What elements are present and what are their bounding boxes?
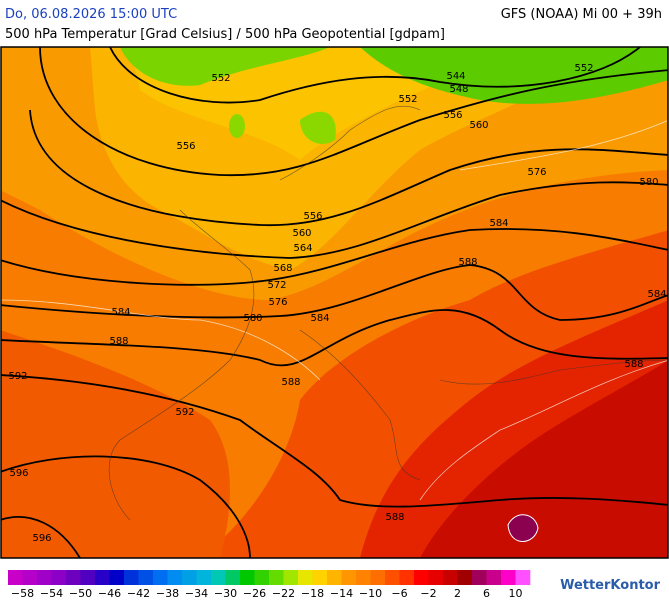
legend-label: 10 <box>509 587 523 600</box>
legend-label: −46 <box>98 587 121 600</box>
legend-label: −54 <box>40 587 63 600</box>
legend-swatch <box>80 570 96 585</box>
contour-label: 584 <box>489 218 508 229</box>
contour-label: 556 <box>176 141 195 152</box>
contour-label: 588 <box>458 257 477 268</box>
legend-swatch <box>269 570 284 585</box>
legend-swatch <box>443 570 458 585</box>
contour-label: 556 <box>303 211 322 222</box>
legend-label: −42 <box>127 587 150 600</box>
contour-label: 584 <box>310 313 329 324</box>
legend-swatch <box>225 570 241 585</box>
contour-label: 552 <box>398 94 417 105</box>
color-legend: −58 −54 −50 −46 −42 −38 −34 −30 −26 −22 −18 −14 −10−… <box>8 570 531 600</box>
contour-label: 596 <box>32 533 51 544</box>
model-run: GFS (NOAA) Mi 00 + 39h <box>501 7 662 22</box>
legend-swatch <box>312 570 328 585</box>
legend-swatch <box>95 570 110 585</box>
contour-label: 588 <box>624 359 643 370</box>
legend-label: 2 <box>454 587 461 600</box>
legend-label: −26 <box>243 587 266 600</box>
legend-swatch <box>240 570 255 585</box>
legend-swatch <box>399 570 415 585</box>
legend-swatch <box>22 570 38 585</box>
legend-swatch <box>196 570 212 585</box>
legend-swatch <box>414 570 429 585</box>
legend-swatch <box>37 570 52 585</box>
legend-swatch <box>211 570 226 585</box>
contour-label: 588 <box>109 336 128 347</box>
contour-label: 560 <box>292 228 311 239</box>
datetime: Do, 06.08.2026 15:00 UTC <box>5 7 177 22</box>
legend-label: −50 <box>69 587 92 600</box>
legend-swatch <box>385 570 400 585</box>
contour-label: 560 <box>469 120 488 131</box>
legend-swatch <box>167 570 183 585</box>
legend-swatch <box>138 570 154 585</box>
contour-label: 592 <box>8 371 27 382</box>
legend-swatch <box>66 570 81 585</box>
brand-logo: WetterKontor <box>560 578 661 593</box>
contour-label: 552 <box>574 63 593 74</box>
legend-label: −38 <box>156 587 179 600</box>
legend-label: −2 <box>420 587 436 600</box>
contour-label: 596 <box>9 468 28 479</box>
contour-label: 592 <box>175 407 194 418</box>
contour-label: 580 <box>639 177 658 188</box>
legend-swatch <box>327 570 342 585</box>
subtitle: 500 hPa Temperatur [Grad Celsius] / 500 … <box>5 27 445 42</box>
contour-label: 584 <box>647 289 666 300</box>
contour-label: 576 <box>527 167 546 178</box>
contour-label: 572 <box>267 280 286 291</box>
legend-swatch <box>457 570 473 585</box>
legend-label: −6 <box>391 587 407 600</box>
legend-swatch <box>298 570 313 585</box>
legend-swatch <box>515 570 531 585</box>
legend-label: −34 <box>185 587 208 600</box>
legend-swatch <box>501 570 516 585</box>
legend-swatch <box>356 570 371 585</box>
legend-swatch <box>283 570 299 585</box>
contour-label: 548 <box>449 84 468 95</box>
legend-label: −18 <box>301 587 324 600</box>
legend-swatch <box>8 570 23 585</box>
legend-swatch <box>254 570 270 585</box>
legend-swatch <box>182 570 197 585</box>
contour-label: 552 <box>211 73 230 84</box>
legend-swatch <box>153 570 168 585</box>
legend-swatch <box>124 570 139 585</box>
contour-label: 564 <box>293 243 312 254</box>
contour-label: 568 <box>273 263 292 274</box>
contour-label: 544 <box>446 71 465 82</box>
legend-swatch <box>51 570 67 585</box>
map: 552 5445485525525565605565765805565605645… <box>0 46 669 559</box>
contour-label: 588 <box>385 512 404 523</box>
legend-label: −22 <box>272 587 295 600</box>
legend-label: −14 <box>330 587 353 600</box>
legend-swatch <box>428 570 444 585</box>
legend-swatch <box>370 570 386 585</box>
legend-swatch <box>472 570 487 585</box>
legend-swatch <box>109 570 125 585</box>
contour-label: 556 <box>443 110 462 121</box>
legend-swatch <box>486 570 502 585</box>
legend-swatch <box>341 570 357 585</box>
legend-label: 6 <box>483 587 490 600</box>
legend-label: −30 <box>214 587 237 600</box>
legend-label: −58 <box>11 587 34 600</box>
contour-label: 584 <box>111 307 130 318</box>
contour-label: 580 <box>243 313 262 324</box>
contour-label: 576 <box>268 297 287 308</box>
legend-label: −10 <box>359 587 382 600</box>
contour-label: 588 <box>281 377 300 388</box>
